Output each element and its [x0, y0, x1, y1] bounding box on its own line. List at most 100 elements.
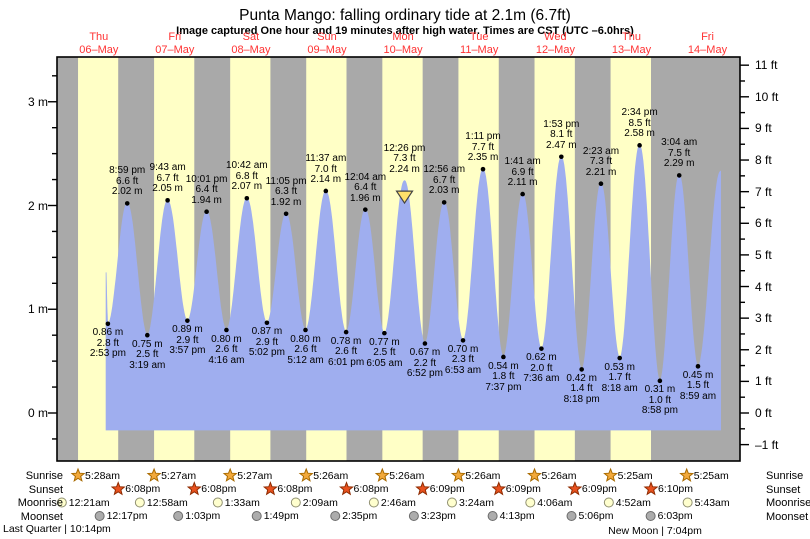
high-tide-dot: [441, 200, 447, 205]
day-weekday-label: Thu: [622, 31, 641, 43]
row-label-sunrise-left: Sunrise: [25, 470, 63, 482]
sunrise-time: 5:26am: [313, 469, 349, 482]
sunset-icon: [339, 481, 354, 496]
tide-low-label: 0.75 m 2.5 ft 3:19 am: [129, 338, 166, 371]
sunrise-time: 5:26am: [541, 469, 577, 482]
sunrise-time: 5:26am: [465, 469, 501, 482]
moonset-time: 1:03pm: [185, 510, 221, 522]
low-tide-dot: [303, 327, 308, 333]
low-tide-dot: [105, 321, 111, 327]
row-label-moonrise-left: Moonrise: [17, 497, 63, 509]
sunset-time: 6:09pm: [581, 483, 617, 495]
row-label-moonset-right: Moonset: [766, 510, 809, 523]
left-axis-tick-label: 3 m: [27, 94, 48, 109]
high-tide-dot: [323, 188, 329, 194]
high-tide-dot: [637, 143, 642, 148]
low-tide-dot: [382, 330, 387, 336]
day-date-label: 10–May: [383, 44, 423, 56]
day-weekday-label: Sun: [317, 31, 337, 43]
low-tide-dot: [657, 378, 663, 384]
right-axis-tick-label: 9 ft: [755, 121, 772, 136]
low-tide-dot: [617, 355, 623, 361]
tide-low-label: 0.70 m 2.3 ft 6:53 am: [444, 343, 482, 376]
sunset-time: 6:08pm: [125, 483, 161, 495]
tide-high-label: 10:01 pm 6.4 ft 1.94 m: [185, 173, 228, 206]
page-title: Punta Mango: falling ordinary tide at 2.…: [239, 7, 571, 24]
right-axis-tick-label: 10 ft: [755, 89, 779, 104]
high-tide-dot: [204, 209, 209, 215]
moonset-icon: [566, 511, 577, 521]
current-tide-marker: [395, 190, 414, 205]
day-date-label: 13–May: [611, 44, 652, 56]
sunrise-icon: [603, 467, 619, 482]
day-weekday-label: Wed: [544, 31, 567, 43]
right-axis-tick-label: 3 ft: [755, 311, 772, 326]
right-axis-tick-label: 8 ft: [755, 153, 772, 167]
tide-high-label: 12:26 pm 7.3 ft 2.24 m: [383, 142, 426, 175]
moonrise-time: 12:58am: [146, 496, 188, 509]
sunrise-time: 5:27am: [161, 469, 197, 482]
moonrise-time: 1:33am: [224, 496, 260, 509]
moonset-icon: [408, 511, 419, 521]
high-tide-dot: [480, 166, 486, 172]
tide-high-label: 1:41 am 6.9 ft 2.11 m: [504, 156, 541, 189]
row-label-sunrise-right: Sunrise: [766, 470, 804, 482]
moonrise-time: 5:43am: [694, 496, 730, 509]
low-tide-dot: [343, 329, 349, 335]
low-tide-dot: [695, 364, 701, 369]
low-tide-dot: [145, 332, 150, 338]
sunset-time: 6:10pm: [658, 483, 694, 495]
low-tide-dot: [501, 354, 506, 360]
plot-frame: [56, 56, 741, 462]
tide-area: [105, 144, 721, 431]
row-label-sunset-right: Sunset: [766, 483, 801, 496]
moon-phase-new-moon: New Moon | 7:04pm: [608, 525, 702, 537]
sunset-icon: [491, 481, 507, 496]
day-weekday-label: Fri: [701, 31, 714, 43]
row-label-moonset-left: Moonset: [20, 510, 63, 523]
sunset-time: 6:08pm: [277, 483, 313, 495]
moonset-time: 2:35pm: [342, 510, 378, 522]
high-tide-dot: [283, 211, 289, 217]
moonrise-time: 4:06am: [537, 496, 573, 509]
tide-high-label: 2:23 am 7.3 ft 2.21 m: [582, 145, 620, 178]
high-tide-dot: [363, 207, 368, 212]
tide-high-label: 2:34 pm 8.5 ft 2.58 m: [621, 107, 658, 140]
low-tide-dot: [224, 327, 229, 333]
sunrise-time: 5:28am: [85, 469, 121, 482]
sunset-icon: [567, 481, 583, 496]
tide-high-label: 12:04 am 6.4 ft 1.96 m: [344, 171, 387, 204]
right-axis-tick-label: 6 ft: [755, 216, 772, 231]
sunrise-icon: [146, 467, 162, 482]
row-label-moonrise-right: Moonrise: [766, 497, 810, 509]
sunrise-icon: [222, 467, 238, 482]
moonset-icon: [645, 511, 656, 521]
day-date-label: 11–May: [460, 44, 499, 56]
tide-low-label: 0.80 m 2.6 ft 5:12 am: [287, 333, 324, 366]
tide-high-label: 11:37 am 7.0 ft 2.14 m: [305, 153, 347, 185]
right-axis-tick-label: 7 ft: [755, 184, 772, 199]
moonset-icon: [94, 511, 105, 521]
high-tide-dot: [244, 195, 250, 201]
tide-low-label: 0.53 m 1.7 ft 8:18 am: [601, 361, 638, 394]
moonset-icon: [487, 511, 498, 521]
day-date-label: 08–May: [231, 44, 271, 56]
sunrise-icon: [70, 467, 86, 482]
moonrise-time: 2:46am: [380, 496, 416, 509]
right-axis-tick-label: 0 ft: [755, 406, 772, 420]
low-tide-dot: [264, 320, 270, 326]
tide-low-label: 0.67 m 2.2 ft 6:52 pm: [406, 347, 443, 379]
sunrise-time: 5:25am: [617, 469, 653, 482]
moonset-time: 3:23pm: [420, 510, 456, 522]
day-weekday-label: Thu: [89, 31, 109, 43]
right-axis-tick-label: –1 ft: [755, 437, 779, 452]
right-axis-tick-label: 11 ft: [755, 58, 778, 73]
tide-low-label: 0.42 m 1.4 ft 8:18 pm: [563, 372, 600, 405]
moonset-time: 4:13pm: [499, 510, 535, 522]
moonrise-time: 3:24am: [459, 496, 495, 509]
tide-low-label: 0.54 m 1.8 ft 7:37 pm: [485, 360, 522, 393]
moonset-icon: [330, 511, 341, 521]
moonrise-time: 2:09am: [302, 496, 338, 509]
